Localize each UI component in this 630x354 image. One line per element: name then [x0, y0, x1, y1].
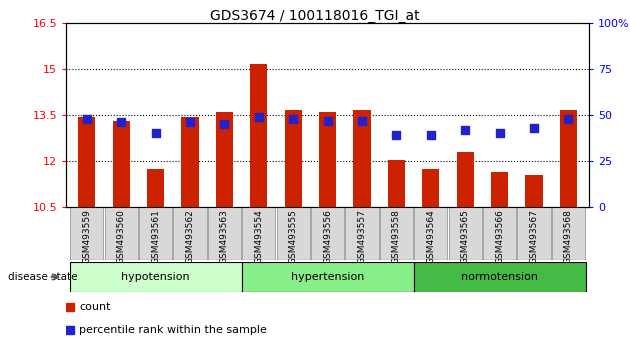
FancyBboxPatch shape [173, 207, 207, 260]
FancyBboxPatch shape [277, 207, 310, 260]
Text: GSM493568: GSM493568 [564, 209, 573, 264]
Text: GSM493562: GSM493562 [185, 209, 195, 264]
FancyBboxPatch shape [105, 207, 138, 260]
FancyBboxPatch shape [552, 207, 585, 260]
Point [82, 116, 92, 121]
Bar [147, 169, 164, 207]
Point [460, 127, 470, 133]
FancyBboxPatch shape [345, 207, 379, 260]
FancyBboxPatch shape [243, 207, 275, 260]
Bar [181, 116, 198, 207]
Bar [388, 160, 405, 207]
FancyBboxPatch shape [71, 207, 103, 260]
Bar [457, 152, 474, 207]
Point [529, 125, 539, 131]
FancyBboxPatch shape [139, 207, 172, 260]
Text: GSM493565: GSM493565 [461, 209, 470, 264]
Point [495, 131, 505, 136]
Text: hypertension: hypertension [291, 272, 364, 282]
Text: percentile rank within the sample: percentile rank within the sample [79, 325, 267, 335]
Text: GSM493559: GSM493559 [83, 209, 91, 264]
Point [391, 132, 401, 138]
Text: GSM493555: GSM493555 [289, 209, 298, 264]
Point [426, 132, 436, 138]
Text: normotension: normotension [461, 272, 538, 282]
Bar [319, 112, 336, 207]
Point [288, 116, 298, 121]
Bar [422, 169, 439, 207]
Bar [216, 112, 233, 207]
Bar [560, 110, 577, 207]
Point [563, 116, 573, 121]
FancyBboxPatch shape [449, 207, 482, 260]
Bar [525, 175, 542, 207]
Bar [491, 172, 508, 207]
Text: GSM493560: GSM493560 [117, 209, 126, 264]
Text: GSM493554: GSM493554 [255, 209, 263, 264]
FancyBboxPatch shape [69, 262, 241, 292]
Text: GSM493557: GSM493557 [357, 209, 367, 264]
FancyBboxPatch shape [517, 207, 551, 260]
Text: GSM493566: GSM493566 [495, 209, 504, 264]
Point [323, 118, 333, 124]
FancyBboxPatch shape [483, 207, 516, 260]
FancyBboxPatch shape [208, 207, 241, 260]
Bar [113, 121, 130, 207]
FancyBboxPatch shape [241, 262, 414, 292]
Point [360, 13, 370, 18]
Bar [78, 116, 95, 207]
Text: GSM493564: GSM493564 [427, 209, 435, 264]
Text: disease state: disease state [8, 272, 77, 282]
Point [185, 120, 195, 125]
FancyBboxPatch shape [311, 207, 344, 260]
Point [116, 120, 126, 125]
Point [360, 222, 370, 228]
Point [357, 118, 367, 124]
Text: hypotension: hypotension [122, 272, 190, 282]
Text: GSM493558: GSM493558 [392, 209, 401, 264]
Text: GDS3674 / 100118016_TGI_at: GDS3674 / 100118016_TGI_at [210, 9, 420, 23]
Text: GSM493561: GSM493561 [151, 209, 160, 264]
Point [219, 121, 229, 127]
Bar [353, 110, 370, 207]
Text: count: count [79, 302, 111, 312]
Text: GSM493567: GSM493567 [529, 209, 539, 264]
Bar [285, 110, 302, 207]
FancyBboxPatch shape [380, 207, 413, 260]
Text: GSM493556: GSM493556 [323, 209, 332, 264]
FancyBboxPatch shape [415, 207, 447, 260]
Point [254, 114, 264, 120]
Bar [250, 64, 267, 207]
FancyBboxPatch shape [414, 262, 586, 292]
Text: GSM493563: GSM493563 [220, 209, 229, 264]
Point [151, 131, 161, 136]
